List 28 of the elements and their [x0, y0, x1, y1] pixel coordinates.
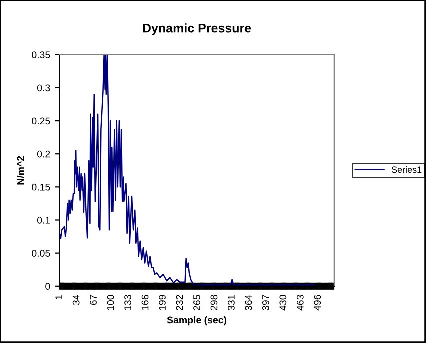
x-tick-label: 298 — [210, 295, 218, 310]
x-tick-label: 133 — [124, 295, 132, 310]
y-tick-label: 0.3 — [37, 84, 50, 92]
x-tick-label: 430 — [280, 295, 287, 311]
x-tick-label: 1 — [56, 295, 62, 300]
x-tick-label: 67 — [90, 295, 97, 306]
x-tick-label: 34 — [72, 295, 80, 306]
x-tick-label: 199 — [159, 295, 166, 310]
x-tick-label: 100 — [107, 295, 114, 310]
x-tick-label: 397 — [262, 295, 270, 311]
x-tick-label: 364 — [245, 295, 252, 311]
x-axis-title: Sample (sec) — [167, 316, 227, 326]
x-tick-label: 232 — [176, 295, 184, 310]
y-tick-label: 0.2 — [37, 150, 50, 158]
y-axis-title: N/m^2 — [17, 156, 24, 185]
y-tick-label: 0.25 — [32, 118, 50, 125]
x-tick-label: 265 — [194, 295, 200, 310]
y-tick-label: 0.05 — [32, 250, 50, 257]
y-tick-label: 0 — [46, 283, 50, 290]
x-tick-label: 331 — [228, 295, 235, 311]
chart-title: Dynamic Pressure — [143, 24, 252, 36]
x-tick-label: 496 — [314, 295, 322, 311]
x-tick-label: 166 — [142, 295, 149, 310]
y-tick-label: 0.15 — [32, 184, 50, 191]
y-tick-label: 0.1 — [37, 216, 50, 224]
x-tick-label: 463 — [296, 295, 304, 311]
y-tick-label: 0.35 — [32, 52, 50, 58]
legend-label: Series1 — [392, 166, 422, 174]
